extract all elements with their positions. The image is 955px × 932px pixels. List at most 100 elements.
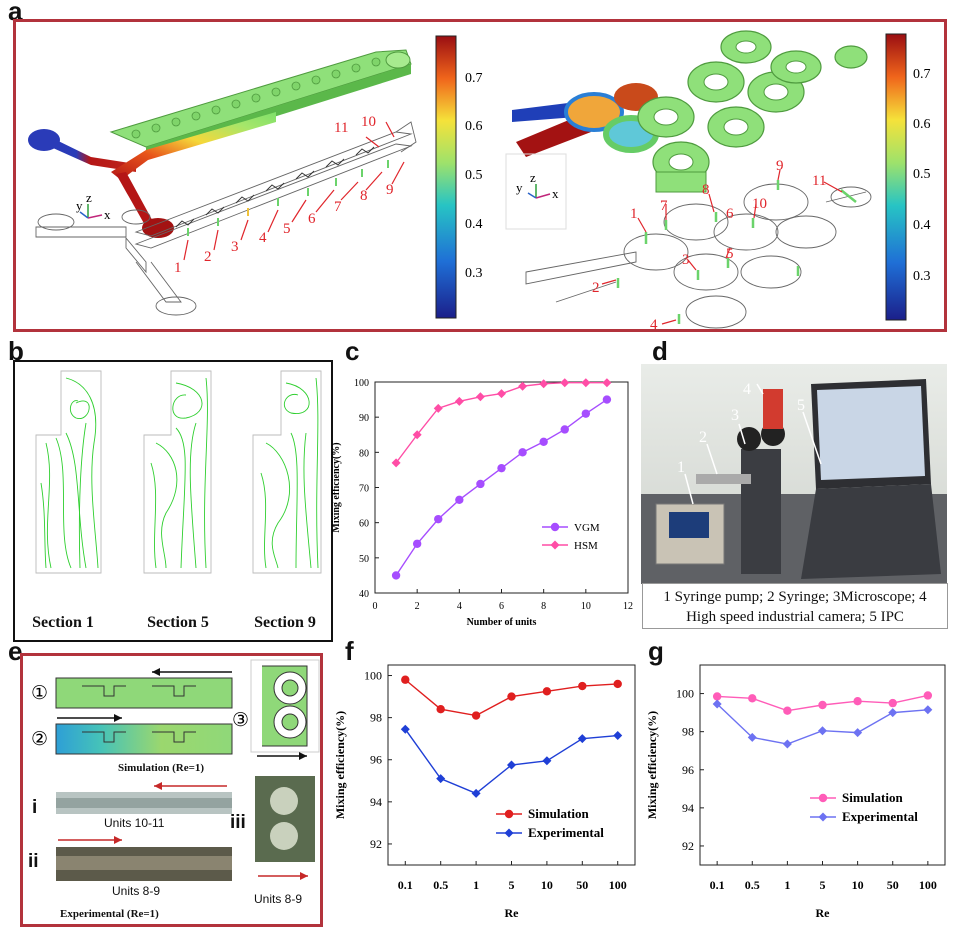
x-tick-label: 6 <box>499 601 504 612</box>
cbar-right-tick-05: 0.5 <box>913 167 931 182</box>
x-tick-label: 0.1 <box>710 878 725 892</box>
data-point-experimental <box>507 760 516 770</box>
right-unit-7: 7 <box>660 198 668 214</box>
panel-label-b: b <box>8 336 24 366</box>
x-tick-label: 10 <box>541 878 553 892</box>
left-unit-11: 11 <box>334 120 348 136</box>
data-point-simulation <box>436 705 445 714</box>
data-point-simulation <box>471 711 481 720</box>
panel-a-frame <box>13 19 947 332</box>
x-tick-label: 0 <box>373 601 378 612</box>
cbar-right-tick-06: 0.6 <box>913 117 931 132</box>
data-point-experimental <box>577 734 587 744</box>
right-unit-3: 3 <box>682 252 690 268</box>
data-point-vgm <box>539 437 548 446</box>
x-tick-label: 4 <box>457 601 462 612</box>
panel-d-caption-line1: 1 Syringe pump; 2 Syringe; 3Microscope; … <box>663 589 927 605</box>
data-point-experimental <box>853 728 863 738</box>
x-tick-label: 12 <box>623 601 633 612</box>
x-axis-label: Re <box>505 906 520 920</box>
right-unit-9: 9 <box>776 158 784 174</box>
left-unit-7: 7 <box>334 199 342 215</box>
panel-d-photo: 1 2 3 4 5 <box>641 364 947 584</box>
data-point-simulation <box>748 694 757 703</box>
data-point-vgm <box>455 495 464 505</box>
right-wireframe <box>525 183 872 329</box>
left-unit-3: 3 <box>231 239 239 255</box>
circled-2: ② <box>31 729 48 750</box>
roman-ii: ii <box>28 851 39 872</box>
x-tick-label: 50 <box>576 878 588 892</box>
axis-z-label-right: z <box>530 170 536 185</box>
data-point-simulation <box>578 681 587 691</box>
y-tick-label: 96 <box>682 763 694 777</box>
x-tick-label: 100 <box>919 878 937 892</box>
data-point-hsm <box>518 381 528 391</box>
data-point-experimental <box>436 774 446 784</box>
y-tick-label: 100 <box>676 687 694 701</box>
units-8-9-label-iii: Units 8-9 <box>254 892 303 906</box>
panel-label-f: f <box>345 636 354 666</box>
y-tick-label: 90 <box>359 413 369 424</box>
data-point-experimental <box>712 699 722 709</box>
units-8-9-label: Units 8-9 <box>112 884 161 898</box>
data-point-vgm <box>560 425 569 434</box>
y-tick-label: 80 <box>359 448 369 459</box>
plot-frame <box>374 381 629 594</box>
x-tick-label: 10 <box>852 878 864 892</box>
data-point-vgm <box>602 395 612 404</box>
legend-marker-simulation <box>504 809 514 819</box>
data-point-hsm <box>497 389 506 399</box>
photo-number-3: 3 <box>731 407 739 424</box>
axis-x-label-left: x <box>104 207 111 222</box>
legend-marker-experimental <box>818 812 828 822</box>
photo-number-2: 2 <box>699 429 707 446</box>
legend-label-hsm: HSM <box>574 540 598 552</box>
x-tick-label: 1 <box>473 878 479 892</box>
cbar-left-tick-05: 0.5 <box>465 168 483 183</box>
legend-label-experimental: Experimental <box>528 825 604 840</box>
panel-label-g: g <box>648 636 664 666</box>
left-unit-8: 8 <box>360 188 368 204</box>
colorbar-right <box>885 33 907 321</box>
x-tick-label: 5 <box>509 878 515 892</box>
left-unit-4: 4 <box>259 230 267 246</box>
legend-marker-vgm <box>550 522 560 532</box>
right-unit-1: 1 <box>630 206 638 222</box>
data-point-experimental <box>818 726 827 736</box>
simulation-caption: Simulation (Re=1) <box>118 762 205 774</box>
panel-b-frame <box>13 360 333 642</box>
photo-number-5: 5 <box>797 397 805 414</box>
right-unit-6: 6 <box>726 206 734 222</box>
chart-f: 92 94 96 98 100 0.1 0.5 1 5 10 50 100 Re Mixing effic… <box>333 664 636 920</box>
left-unit-10: 10 <box>361 114 376 130</box>
panel-d-caption: 1 Syringe pump; 2 Syringe; 3Microscope; … <box>642 583 948 629</box>
section-1-title: Section 1 <box>32 614 94 631</box>
y-axis-label: Mixing efficiency(%) <box>645 711 659 819</box>
y-tick-label: 40 <box>359 589 369 600</box>
data-point-simulation <box>507 692 516 701</box>
data-point-experimental <box>542 756 552 766</box>
axis-y-label-right: y <box>516 180 523 195</box>
data-point-experimental <box>782 739 792 749</box>
x-tick-label: 50 <box>887 878 899 892</box>
y-tick-label: 100 <box>364 669 382 683</box>
left-unit-9: 9 <box>386 182 394 198</box>
left-unit-6: 6 <box>308 211 316 227</box>
y-axis-label: Mixing efficiency(%) <box>333 711 347 819</box>
roman-iii: iii <box>230 812 246 833</box>
roman-i: i <box>32 797 38 818</box>
data-point-simulation <box>542 687 552 696</box>
data-point-experimental <box>747 732 757 742</box>
cbar-left-tick-06: 0.6 <box>465 119 483 134</box>
right-simulated-channel <box>512 30 868 193</box>
circled-1: ① <box>31 683 48 704</box>
panel-label-c: c <box>345 336 360 366</box>
plot-frame <box>699 664 946 866</box>
right-unit-5: 5 <box>726 246 734 262</box>
x-tick-label: 0.5 <box>433 878 448 892</box>
x-tick-label: 100 <box>609 878 627 892</box>
left-unit-2: 2 <box>204 249 212 265</box>
left-simulated-channel <box>28 49 412 238</box>
data-point-vgm <box>581 409 591 418</box>
